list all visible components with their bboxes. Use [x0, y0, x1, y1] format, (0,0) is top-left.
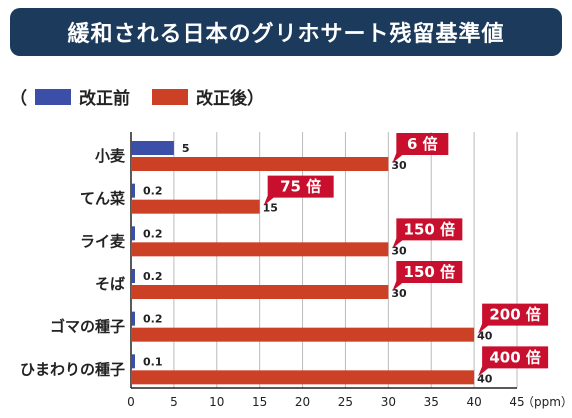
- ratio-badge-text-5: 400 倍: [489, 348, 541, 366]
- x-tick-label-5: 25: [338, 395, 353, 409]
- ratio-badge-text-1: 75 倍: [280, 178, 321, 196]
- bar-before-5: [131, 354, 135, 369]
- value-label-after-0: 30: [391, 159, 407, 172]
- x-tick-label-2: 10: [209, 395, 224, 409]
- legend-swatch-after: [152, 88, 188, 105]
- category-label-4: ゴマの種子: [50, 318, 125, 336]
- legend-label-after: 改正後: [196, 89, 247, 109]
- bar-after-1: [131, 199, 260, 214]
- legend-label-before: 改正前: [79, 89, 130, 109]
- bar-before-2: [131, 226, 135, 241]
- ratio-badge-1: [263, 175, 334, 206]
- x-tick-label-6: 30: [381, 395, 396, 409]
- value-label-after-5: 40: [477, 372, 493, 385]
- value-label-after-4: 40: [477, 330, 493, 343]
- value-label-before-3: 0.2: [143, 270, 163, 283]
- x-tick-label-4: 20: [295, 395, 310, 409]
- ratio-badge-4: [478, 303, 549, 334]
- ratio-badge-text-4: 200 倍: [489, 306, 541, 324]
- x-tick-label-0: 0: [127, 395, 135, 409]
- category-label-5: ひまわりの種子: [20, 360, 125, 378]
- legend-swatch-before: [35, 88, 71, 105]
- x-tick-label-1: 5: [170, 395, 178, 409]
- ratio-badge-0: [392, 133, 449, 163]
- title-bar: 緩和される日本のグリホサート残留基準値: [10, 8, 562, 56]
- value-label-after-3: 30: [391, 287, 407, 300]
- bar-after-3: [131, 285, 389, 299]
- x-tick-label-8: 40: [466, 395, 481, 409]
- ratio-badge-3: [392, 261, 463, 291]
- category-label-3: そば: [95, 275, 125, 293]
- value-label-before-4: 0.2: [143, 313, 163, 326]
- x-unit-label: （ppm）: [522, 395, 572, 409]
- category-label-1: てん菜: [80, 190, 125, 208]
- ratio-badge-text-2: 150 倍: [404, 220, 456, 238]
- bar-before-4: [131, 311, 135, 326]
- value-label-after-2: 30: [391, 244, 407, 257]
- x-tick-label-7: 35: [424, 395, 439, 409]
- chart-title: 緩和される日本のグリホサート残留基準値: [67, 22, 505, 47]
- legend-open-paren: （: [10, 89, 27, 109]
- bar-after-2: [131, 242, 389, 257]
- value-label-before-0: 5: [182, 142, 190, 155]
- ratio-badge-text-3: 150 倍: [404, 263, 456, 281]
- x-tick-label-9: 45: [509, 395, 524, 409]
- x-tick-label-3: 15: [252, 395, 267, 409]
- value-label-before-1: 0.2: [143, 185, 163, 198]
- value-label-before-5: 0.1: [143, 355, 163, 368]
- value-label-after-1: 15: [263, 202, 278, 215]
- legend: （ 改正前 改正後 ）: [10, 84, 264, 109]
- bar-after-4: [131, 327, 475, 342]
- bar-after-5: [131, 370, 475, 385]
- category-label-0: 小麦: [95, 147, 126, 165]
- ratio-badge-5: [478, 346, 549, 377]
- bar-before-0: [131, 141, 174, 155]
- bar-before-3: [131, 269, 135, 283]
- legend-close-paren: ）: [247, 89, 264, 109]
- ratio-badge-text-0: 6 倍: [407, 135, 438, 153]
- value-label-before-2: 0.2: [143, 227, 163, 240]
- bar-before-1: [131, 183, 135, 198]
- ratio-badge-2: [392, 218, 463, 249]
- bar-after-0: [131, 157, 389, 171]
- category-label-2: ライ麦: [80, 232, 126, 250]
